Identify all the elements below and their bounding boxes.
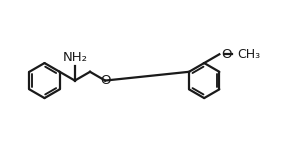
Text: CH₃: CH₃	[237, 48, 260, 61]
Text: O: O	[100, 74, 110, 87]
Text: NH₂: NH₂	[62, 51, 87, 64]
Text: O: O	[222, 48, 232, 61]
